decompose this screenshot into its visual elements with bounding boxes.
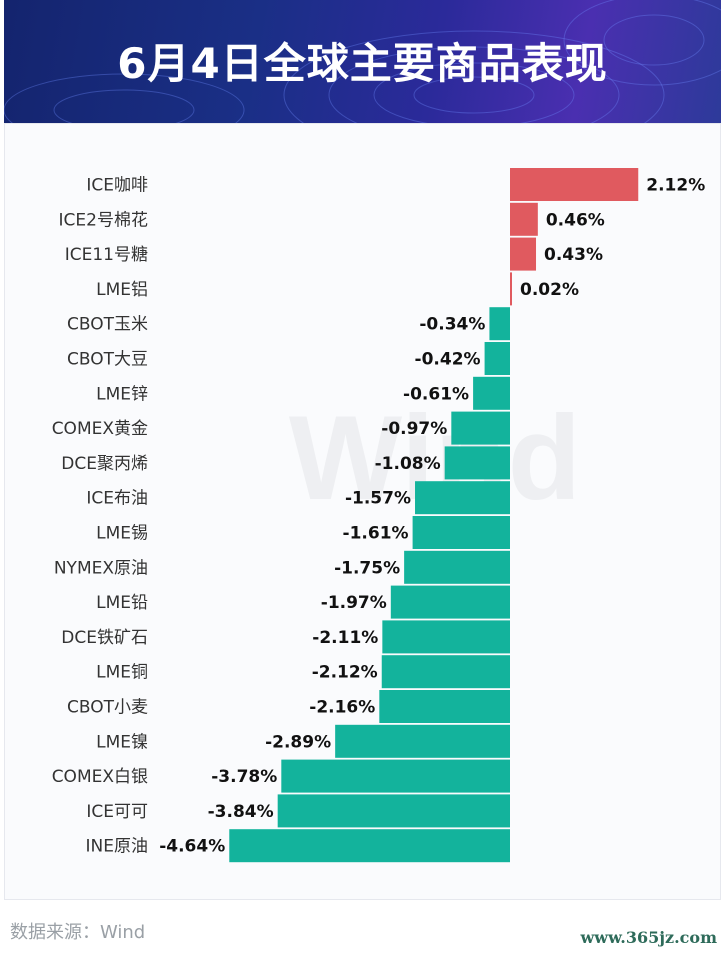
category-label: LME锌 bbox=[96, 384, 148, 404]
category-label: LME铝 bbox=[96, 280, 148, 300]
value-label: -3.84% bbox=[208, 802, 274, 822]
bar bbox=[510, 168, 639, 201]
category-label: DCE铁矿石 bbox=[61, 628, 148, 648]
bar bbox=[335, 724, 510, 758]
category-label: LME锡 bbox=[96, 524, 148, 544]
category-label: COMEX黄金 bbox=[52, 419, 148, 439]
category-label: LME铜 bbox=[96, 663, 148, 683]
value-label: -0.34% bbox=[419, 315, 485, 335]
category-label: CBOT大豆 bbox=[67, 350, 148, 370]
value-label: -3.78% bbox=[211, 767, 277, 787]
site-watermark: www.365jz.com bbox=[580, 928, 717, 947]
data-source-note: 数据来源：Wind bbox=[10, 922, 146, 943]
category-label: NYMEX原油 bbox=[54, 558, 148, 578]
category-label: CBOT玉米 bbox=[67, 315, 148, 335]
bar bbox=[277, 794, 510, 828]
bar bbox=[510, 237, 537, 271]
header-contour-decoration bbox=[4, 0, 721, 123]
bar bbox=[415, 481, 510, 515]
category-label: DCE聚丙烯 bbox=[61, 454, 148, 474]
category-label: ICE11号糖 bbox=[65, 245, 148, 265]
category-label: ICE可可 bbox=[86, 802, 148, 822]
bar bbox=[451, 411, 510, 445]
bar bbox=[379, 690, 510, 723]
category-label: LME镍 bbox=[96, 732, 148, 752]
bar bbox=[404, 550, 510, 584]
bar bbox=[390, 585, 510, 619]
value-label: -1.97% bbox=[321, 593, 387, 613]
value-label: -2.11% bbox=[312, 628, 378, 648]
category-label: COMEX白银 bbox=[52, 767, 148, 787]
value-label: -1.75% bbox=[334, 558, 400, 578]
bar bbox=[281, 759, 510, 793]
value-label: -1.57% bbox=[345, 489, 411, 509]
category-label: INE原油 bbox=[86, 837, 148, 857]
category-label: ICE2号棉花 bbox=[59, 210, 148, 230]
value-label: 0.02% bbox=[520, 280, 579, 300]
value-label: -0.97% bbox=[381, 419, 447, 439]
value-label: -0.61% bbox=[403, 384, 469, 404]
value-label: 0.46% bbox=[546, 210, 605, 230]
category-label: CBOT小麦 bbox=[67, 698, 148, 718]
bar bbox=[381, 655, 510, 689]
bar bbox=[444, 446, 510, 480]
bar bbox=[473, 376, 510, 410]
bar bbox=[484, 342, 510, 375]
bar bbox=[510, 202, 538, 236]
value-label: -1.08% bbox=[375, 454, 441, 474]
bar bbox=[382, 620, 510, 654]
value-label: 0.43% bbox=[544, 245, 603, 265]
value-label: -2.89% bbox=[265, 732, 331, 752]
bar bbox=[510, 272, 512, 306]
value-label: -0.42% bbox=[415, 350, 481, 370]
category-label: ICE布油 bbox=[86, 489, 148, 509]
category-label: LME铅 bbox=[96, 593, 148, 613]
value-label: -1.61% bbox=[343, 524, 409, 544]
bar bbox=[229, 829, 510, 863]
bar bbox=[489, 307, 510, 341]
header-banner: 6月4日全球主要商品表现 bbox=[4, 0, 721, 123]
value-label: 2.12% bbox=[646, 176, 705, 196]
chart-panel: Wind ICE咖啡 2.12% ICE2号棉花 0.46% ICE11号糖 0.43% LM… bbox=[4, 123, 721, 900]
page-title: 6月4日全球主要商品表现 bbox=[117, 39, 608, 88]
value-label: -2.12% bbox=[312, 663, 378, 683]
category-label: ICE咖啡 bbox=[86, 176, 148, 196]
value-label: -2.16% bbox=[309, 698, 375, 718]
bar bbox=[412, 516, 510, 549]
value-label: -4.64% bbox=[159, 837, 225, 857]
